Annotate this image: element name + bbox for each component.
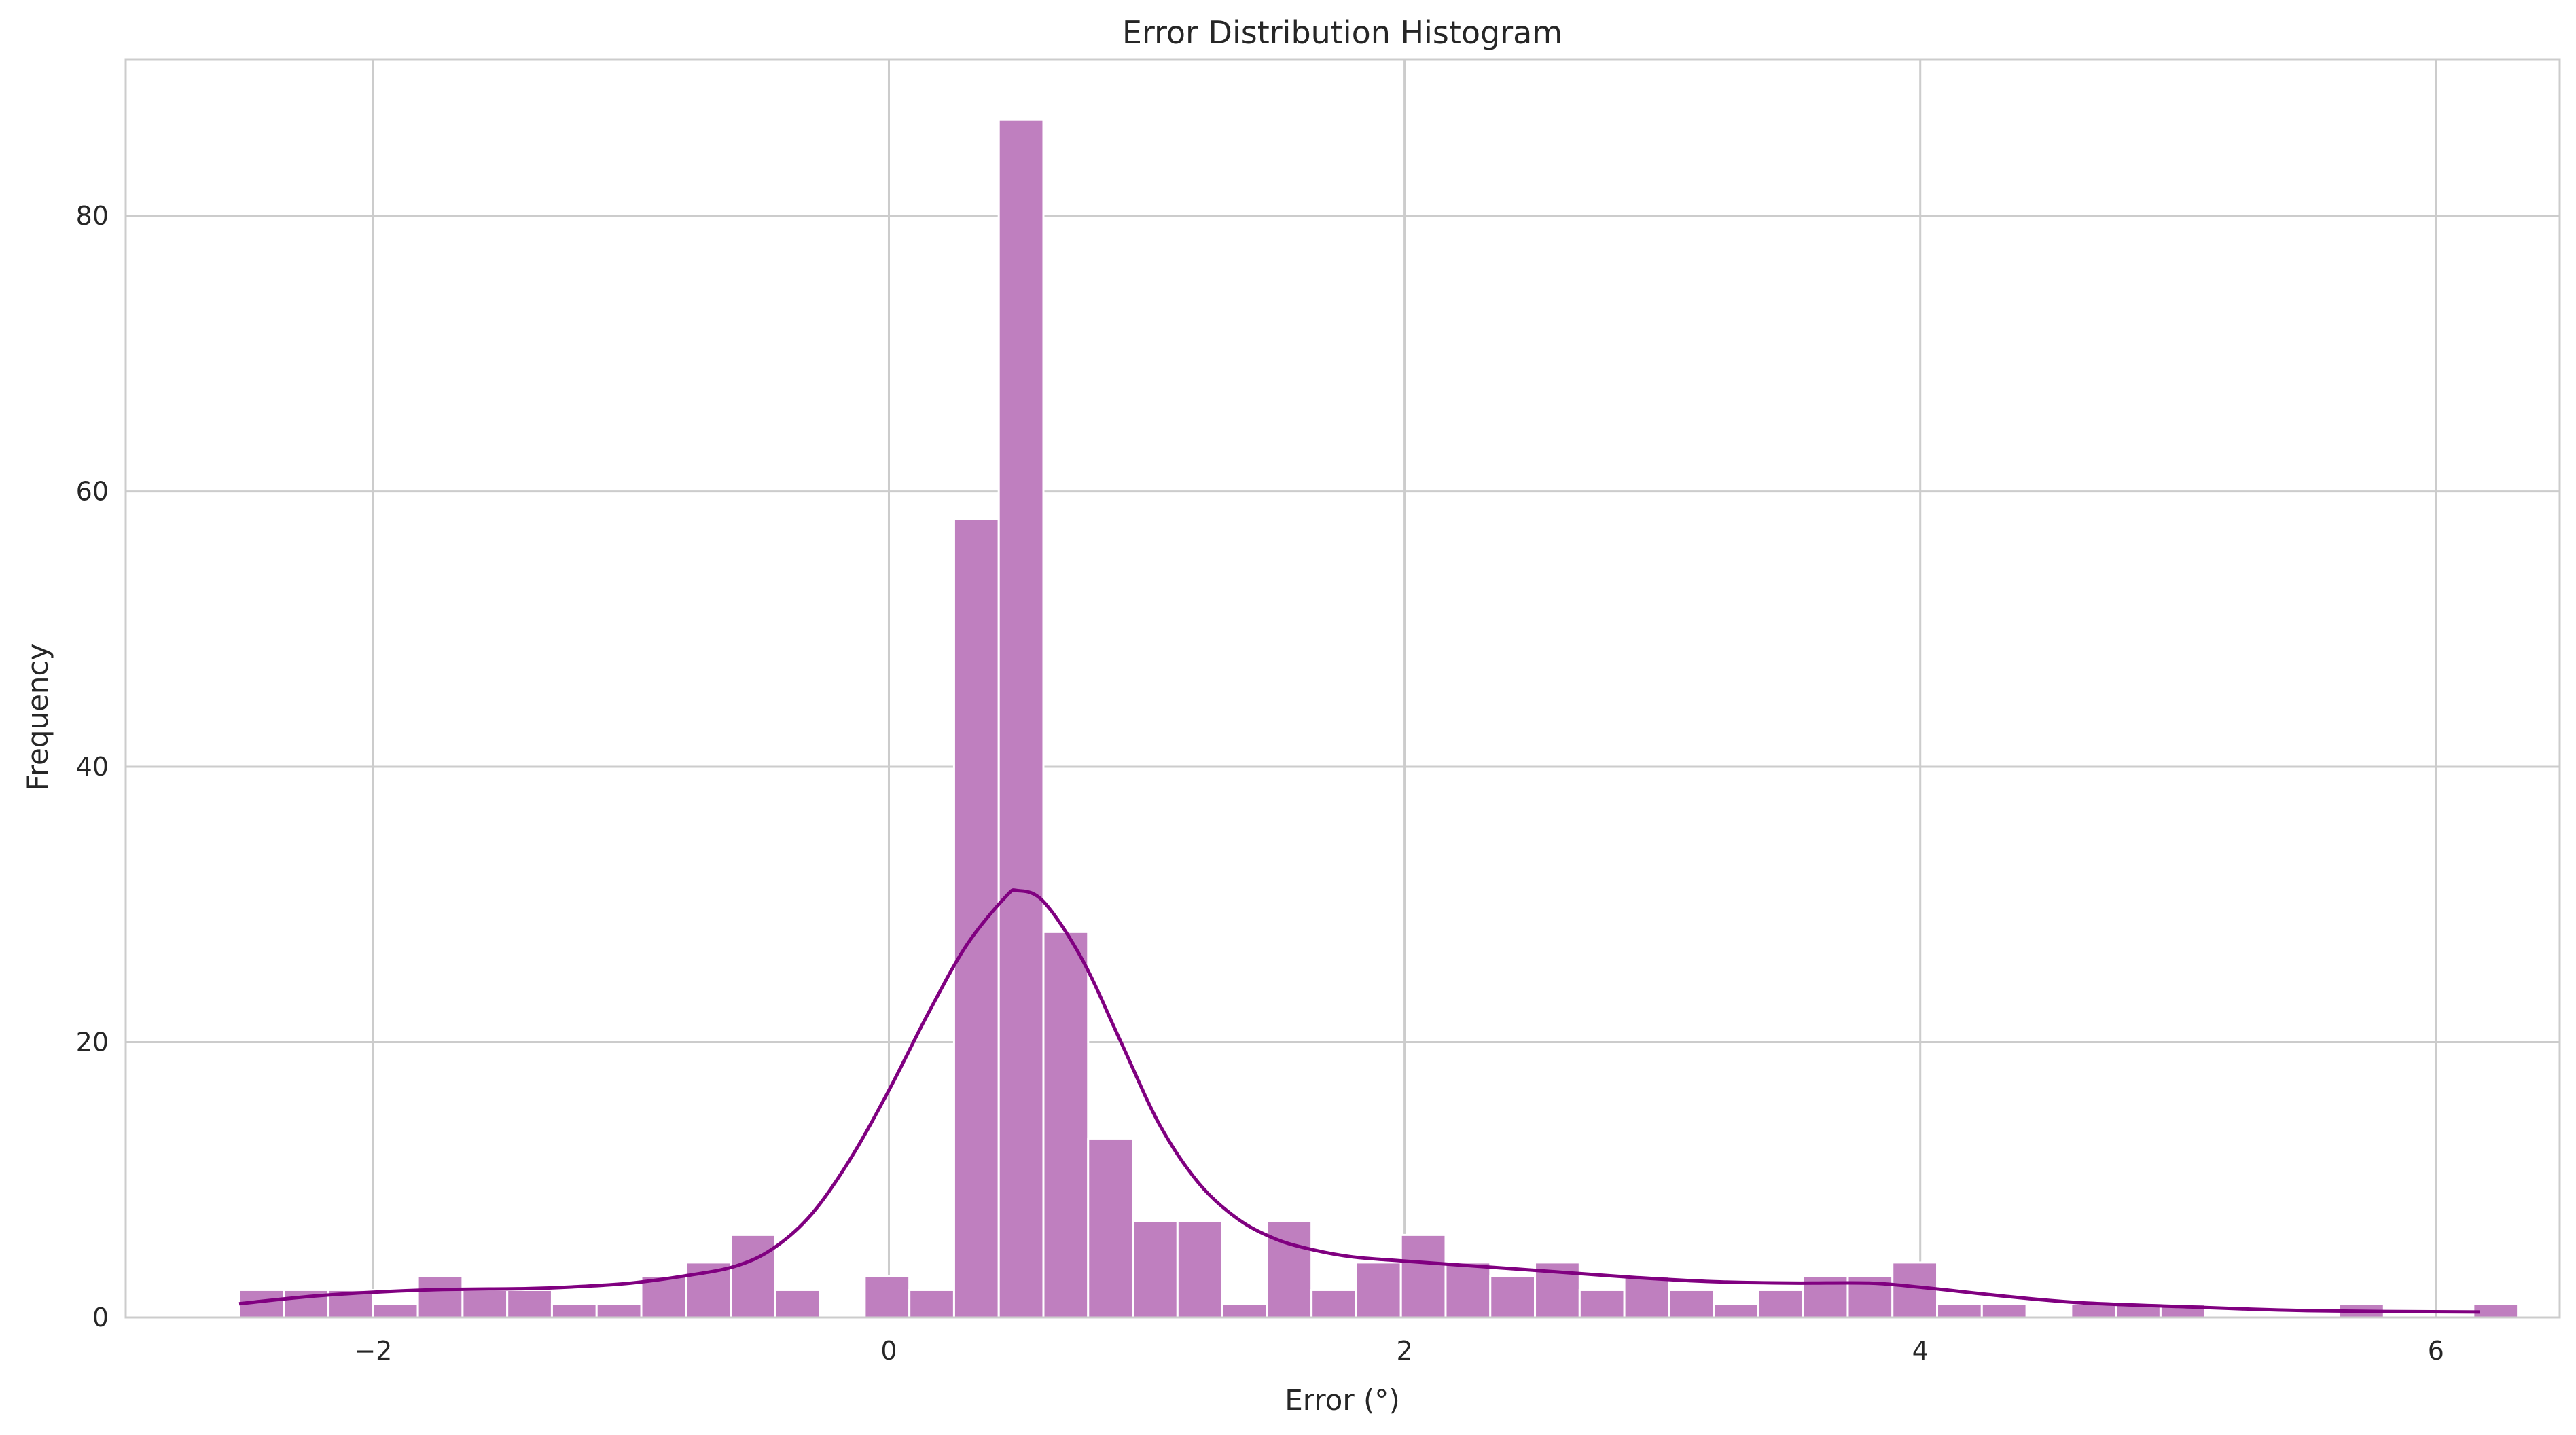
histogram-bar [1713, 1303, 1759, 1319]
histogram-bar [372, 1303, 419, 1319]
histogram-bar [1087, 1137, 1134, 1319]
histogram-bar [2070, 1303, 2117, 1319]
histogram-bar [908, 1288, 955, 1319]
histogram-bar [1668, 1288, 1715, 1319]
histogram-bar [997, 118, 1045, 1319]
x-tick-label: 4 [1912, 1336, 1929, 1366]
x-tick-labels: −2 0 2 4 6 [354, 1336, 2444, 1366]
histogram-bar [952, 517, 1000, 1319]
x-axis-label: Error (°) [1285, 1383, 1400, 1417]
histogram-bar [730, 1233, 776, 1319]
y-tick-label: 40 [76, 752, 109, 782]
histogram-bar [1980, 1303, 2028, 1319]
kde-curve [238, 888, 2480, 1314]
histogram-bar [1042, 930, 1090, 1319]
histogram-bar [595, 1303, 643, 1319]
histogram-bar [506, 1288, 553, 1319]
histogram-bar [1399, 1233, 1447, 1319]
histogram-bar [550, 1303, 598, 1319]
plot-frame [124, 58, 2561, 1319]
histogram-bar [863, 1275, 911, 1319]
histogram-bar [1444, 1261, 1492, 1319]
grid-lines [126, 60, 2560, 1319]
histogram-bar [1310, 1288, 1357, 1319]
histogram-bar [1355, 1261, 1402, 1319]
histogram-bar [1936, 1303, 1983, 1319]
histogram-bar [1221, 1303, 1268, 1319]
histogram-bar [1623, 1275, 1670, 1319]
histogram-bar [640, 1275, 687, 1319]
y-tick-label: 20 [76, 1028, 109, 1057]
x-tick-label: 6 [2428, 1336, 2444, 1366]
histogram-bars [238, 118, 2520, 1319]
y-tick-label: 0 [92, 1303, 109, 1332]
histogram-bar [2472, 1303, 2520, 1319]
y-tick-label: 80 [76, 201, 109, 231]
histogram-bar [1578, 1288, 1626, 1319]
histogram-bar [774, 1288, 821, 1319]
y-tick-label: 60 [76, 477, 109, 507]
histogram-bar [1266, 1220, 1313, 1319]
chart-title: Error Distribution Histogram [1122, 14, 1562, 51]
histogram-bar [1176, 1220, 1223, 1319]
histogram-bar [1891, 1261, 1939, 1319]
x-tick-label: 0 [880, 1336, 897, 1366]
histogram-bar [461, 1288, 509, 1319]
histogram-bar [1489, 1275, 1537, 1319]
histogram-bar [416, 1275, 464, 1319]
x-tick-label: 2 [1396, 1336, 1412, 1366]
histogram-bar [1132, 1220, 1179, 1319]
y-axis-label: Frequency [21, 644, 54, 791]
x-tick-label: −2 [354, 1336, 392, 1366]
y-tick-labels: 0 20 40 60 80 [76, 201, 109, 1332]
histogram-bar [1757, 1288, 1804, 1319]
